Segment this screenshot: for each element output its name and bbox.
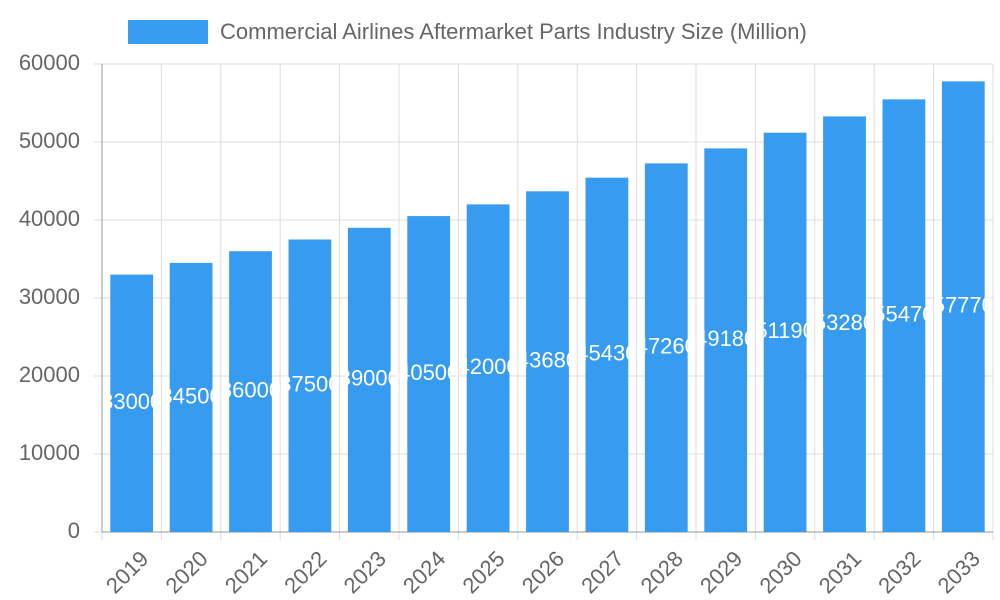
x-tick-label: 2020	[160, 546, 212, 598]
bar	[882, 99, 926, 533]
data-label: 57770	[933, 293, 994, 318]
bar	[347, 227, 391, 533]
x-tick-label: 2030	[754, 546, 806, 598]
data-label: 45430	[576, 341, 637, 366]
bar	[644, 163, 688, 532]
data-label: 37500	[279, 372, 340, 397]
bar	[110, 274, 154, 532]
x-tick-label: 2024	[398, 546, 450, 598]
x-tick-label: 2033	[933, 546, 985, 598]
data-label: 43680	[517, 347, 578, 372]
x-tick-label: 2031	[814, 546, 866, 598]
bar	[169, 262, 213, 532]
x-tick-label: 2022	[279, 546, 331, 598]
data-label: 51190	[755, 318, 815, 343]
data-label: 40500	[398, 360, 459, 385]
legend-label: Commercial Airlines Aftermarket Parts In…	[220, 19, 807, 44]
bar	[407, 216, 451, 532]
data-label: 36000	[220, 377, 281, 402]
x-tick-label: 2027	[576, 546, 628, 598]
bar	[526, 191, 569, 532]
bar	[229, 251, 272, 532]
x-tick-label: 2025	[457, 546, 509, 598]
data-label: 34500	[161, 383, 222, 408]
bar	[763, 132, 807, 532]
y-tick-label: 30000	[19, 284, 80, 309]
y-tick-label: 0	[68, 518, 80, 543]
y-tick-label: 20000	[19, 362, 80, 387]
x-tick-label: 2019	[101, 546, 153, 598]
x-tick-label: 2032	[873, 546, 925, 598]
legend-swatch	[128, 20, 208, 44]
bar	[704, 148, 748, 532]
bar	[466, 204, 510, 532]
bar	[941, 81, 985, 533]
y-tick-label: 60000	[19, 50, 80, 75]
x-tick-label: 2029	[695, 546, 747, 598]
data-label: 53280	[814, 310, 875, 335]
y-tick-label: 40000	[19, 206, 80, 231]
bar	[288, 239, 332, 532]
data-label: 33000	[101, 389, 162, 414]
data-label: 42000	[458, 354, 519, 379]
data-label: 55470	[873, 301, 934, 326]
data-label: 47260	[636, 333, 697, 358]
x-tick-label: 2023	[339, 546, 391, 598]
bar	[585, 177, 629, 532]
bar	[823, 116, 866, 532]
x-tick-label: 2026	[517, 546, 569, 598]
y-tick-label: 50000	[19, 128, 80, 153]
y-tick-label: 10000	[19, 440, 80, 465]
x-tick-label: 2028	[636, 546, 688, 598]
data-label: 39000	[339, 366, 400, 391]
data-label: 49180	[695, 326, 756, 351]
x-tick-label: 2021	[220, 546, 272, 598]
